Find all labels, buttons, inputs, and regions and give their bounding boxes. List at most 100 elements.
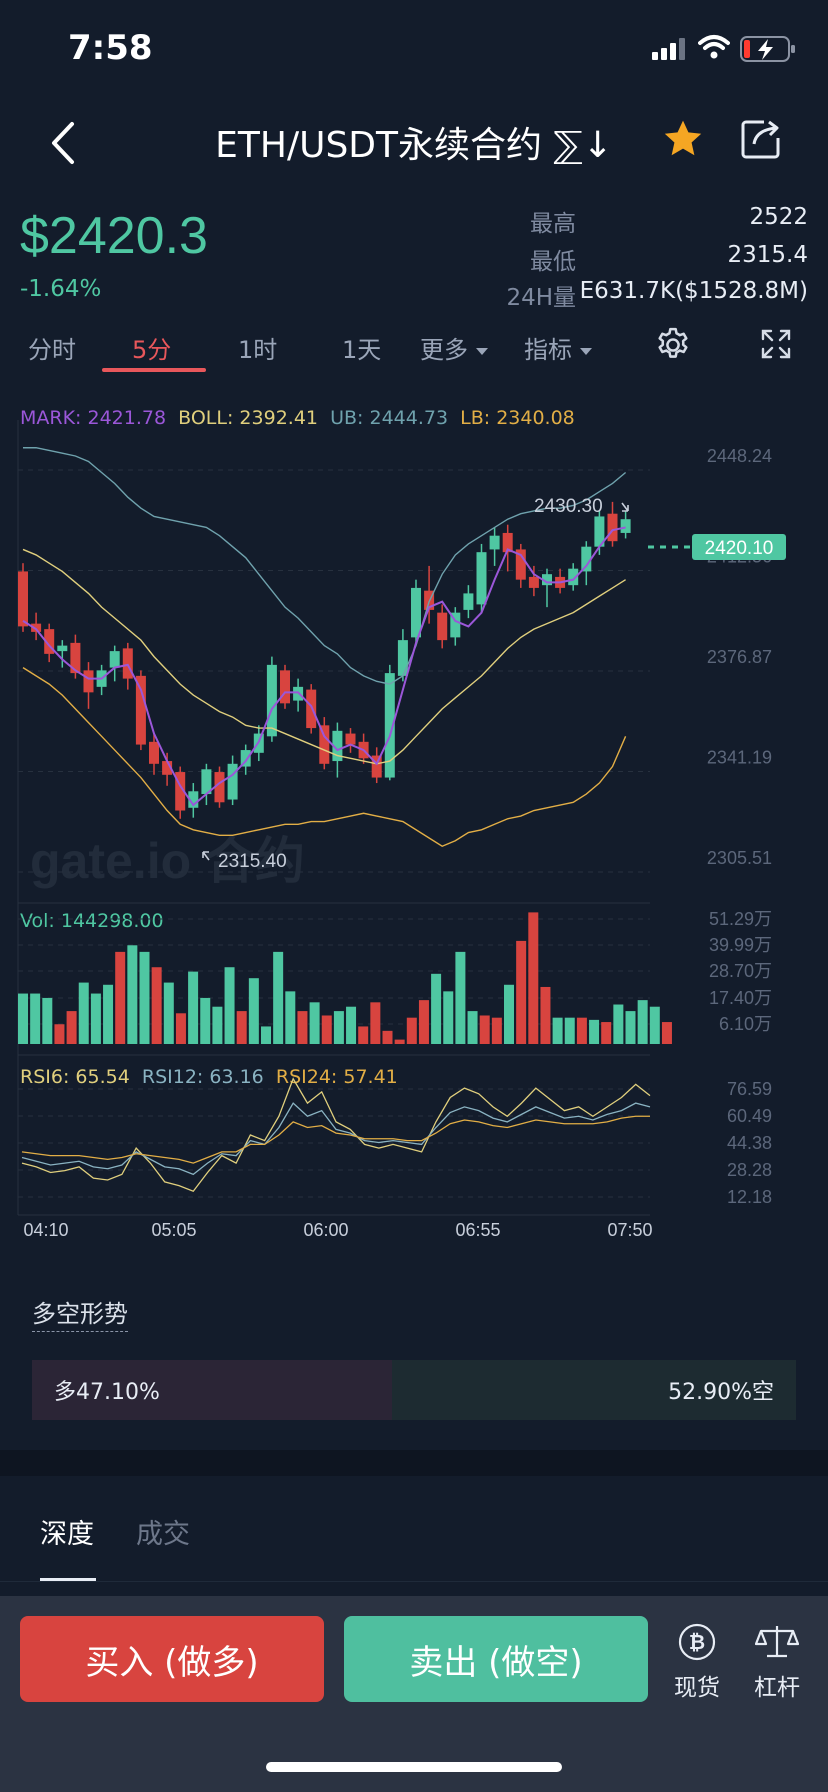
volume-bar xyxy=(625,1011,636,1044)
lb-line xyxy=(22,667,627,848)
volume-bar xyxy=(370,1002,381,1044)
rsi-line-rsi24 xyxy=(21,1115,650,1164)
y-tick-label: 6.10万 xyxy=(719,1014,772,1034)
tab-1day[interactable]: 1天 xyxy=(342,336,382,364)
tab-timeshare[interactable]: 分时 xyxy=(28,336,76,364)
volume-bar xyxy=(649,1006,660,1044)
volume-bar xyxy=(188,971,199,1044)
tab-indicators[interactable]: 指标 xyxy=(524,330,592,365)
y-tick-label: 76.59 xyxy=(727,1079,772,1099)
mark-value: MARK: 2421.78 xyxy=(20,407,167,429)
candle-body xyxy=(476,552,487,605)
candle-body xyxy=(227,763,238,800)
x-tick-label: 06:55 xyxy=(455,1220,500,1240)
long-short-title[interactable]: 多空形势 xyxy=(32,1294,128,1332)
volume-bar xyxy=(333,1011,344,1044)
back-arrow-icon[interactable] xyxy=(44,118,84,168)
volume-bar xyxy=(346,1006,357,1044)
candle-body xyxy=(306,689,317,729)
volume-bar xyxy=(418,1000,429,1044)
sell-short-button[interactable]: 卖出 (做空) xyxy=(344,1616,648,1702)
y-tick-label: 28.70万 xyxy=(709,961,772,981)
candle-body xyxy=(542,574,552,586)
candle-body xyxy=(502,532,513,553)
candle-body xyxy=(384,673,395,778)
short-ratio: 52.90%空 xyxy=(391,1360,796,1420)
candle-body xyxy=(319,725,330,764)
gear-icon[interactable] xyxy=(654,326,692,364)
fullscreen-icon[interactable] xyxy=(760,328,792,360)
tab-1hour[interactable]: 1时 xyxy=(238,336,278,364)
tab-more[interactable]: 更多 xyxy=(420,330,488,365)
candle-body xyxy=(528,576,539,588)
tab-divider xyxy=(0,1581,828,1582)
balance-scale-icon xyxy=(754,1626,800,1658)
kline-indicator-row: MARK: 2421.78 BOLL: 2392.41 UB: 2444.73 … xyxy=(20,407,575,429)
candle-body xyxy=(31,623,42,632)
volume-bar xyxy=(601,1022,612,1044)
volume-bar xyxy=(382,1030,393,1044)
chevron-down-icon xyxy=(580,347,592,355)
volume-bar xyxy=(358,1026,369,1044)
volume-bar xyxy=(661,1022,672,1044)
lb-value: LB: 2340.08 xyxy=(460,407,575,429)
active-tab-indicator xyxy=(40,1578,96,1581)
tab-5min[interactable]: 5分 xyxy=(132,336,172,364)
x-tick-label: 04:10 xyxy=(23,1220,68,1240)
candle-body xyxy=(489,535,500,550)
boll-line xyxy=(22,548,626,765)
long-ratio: 多47.10% xyxy=(32,1360,392,1420)
leverage-button[interactable]: 杠杆 xyxy=(742,1622,812,1702)
wifi-icon xyxy=(698,35,730,59)
volume-bar xyxy=(285,991,296,1044)
tab-trades[interactable]: 成交 xyxy=(136,1519,190,1550)
candle-body xyxy=(581,546,592,572)
volume-bar xyxy=(212,1006,223,1044)
tab-indicators-label: 指标 xyxy=(524,336,572,364)
bitcoin-icon: ₿ xyxy=(678,1623,716,1661)
volume-bar xyxy=(42,997,53,1044)
boll-value: BOLL: 2392.41 xyxy=(178,407,318,429)
candle-body xyxy=(266,664,277,737)
volume-indicator-row: Vol: 144298.00 xyxy=(20,910,164,932)
svg-text:₿: ₿ xyxy=(689,1630,705,1654)
candle-body xyxy=(345,733,356,745)
rsi-indicator-row: RSI6: 65.54 RSI12: 63.16 RSI24: 57.41 xyxy=(20,1066,398,1088)
rsi12-value: RSI12: 63.16 xyxy=(141,1066,264,1088)
spot-button[interactable]: ₿ 现货 xyxy=(662,1622,732,1702)
volume-bar xyxy=(139,951,150,1044)
candle-body xyxy=(568,568,579,586)
candle-body xyxy=(175,772,186,811)
volume-bar xyxy=(248,978,259,1044)
y-tick-label: 2376.87 xyxy=(707,647,772,667)
low-value: 2315.4 xyxy=(727,242,808,268)
active-tab-indicator xyxy=(102,368,206,372)
candle-body xyxy=(149,741,159,764)
high-annotation-arrow xyxy=(621,502,629,512)
rsi-line-rsi6 xyxy=(21,1077,651,1193)
watermark-logo: gate.io 合约 xyxy=(30,833,305,889)
volume-bar xyxy=(175,1013,186,1044)
volume-bar xyxy=(297,1011,308,1044)
volume-bar xyxy=(78,982,89,1044)
candle-body xyxy=(83,670,94,693)
long-short-bar: 多47.10% 52.90%空 xyxy=(32,1360,796,1420)
tab-depth[interactable]: 深度 xyxy=(40,1519,94,1550)
battery-charging-icon xyxy=(740,36,795,62)
volume-24h-value: E631.7K($1528.8M) xyxy=(579,278,808,304)
status-time: 7:58 xyxy=(68,28,153,68)
volume-bar xyxy=(18,993,28,1044)
volume-bar xyxy=(528,912,539,1044)
kline-chart[interactable]: gate.io 合约 2448.242412.562376.872341.192… xyxy=(0,420,828,1240)
candle-body xyxy=(450,612,461,638)
buy-long-button[interactable]: 买入 (做多) xyxy=(20,1616,324,1702)
volume-bar xyxy=(431,973,442,1044)
signal-icon xyxy=(652,38,685,60)
y-tick-label: 28.28 xyxy=(727,1160,772,1180)
y-tick-label: 2448.24 xyxy=(707,446,772,466)
candle-body xyxy=(594,516,605,547)
share-icon[interactable] xyxy=(740,118,782,160)
favorite-star-icon[interactable] xyxy=(662,118,704,160)
price-change-percent: -1.64% xyxy=(20,276,102,302)
pair-title[interactable]: ETH/USDT永续合约 ⅀↓ xyxy=(215,125,613,166)
